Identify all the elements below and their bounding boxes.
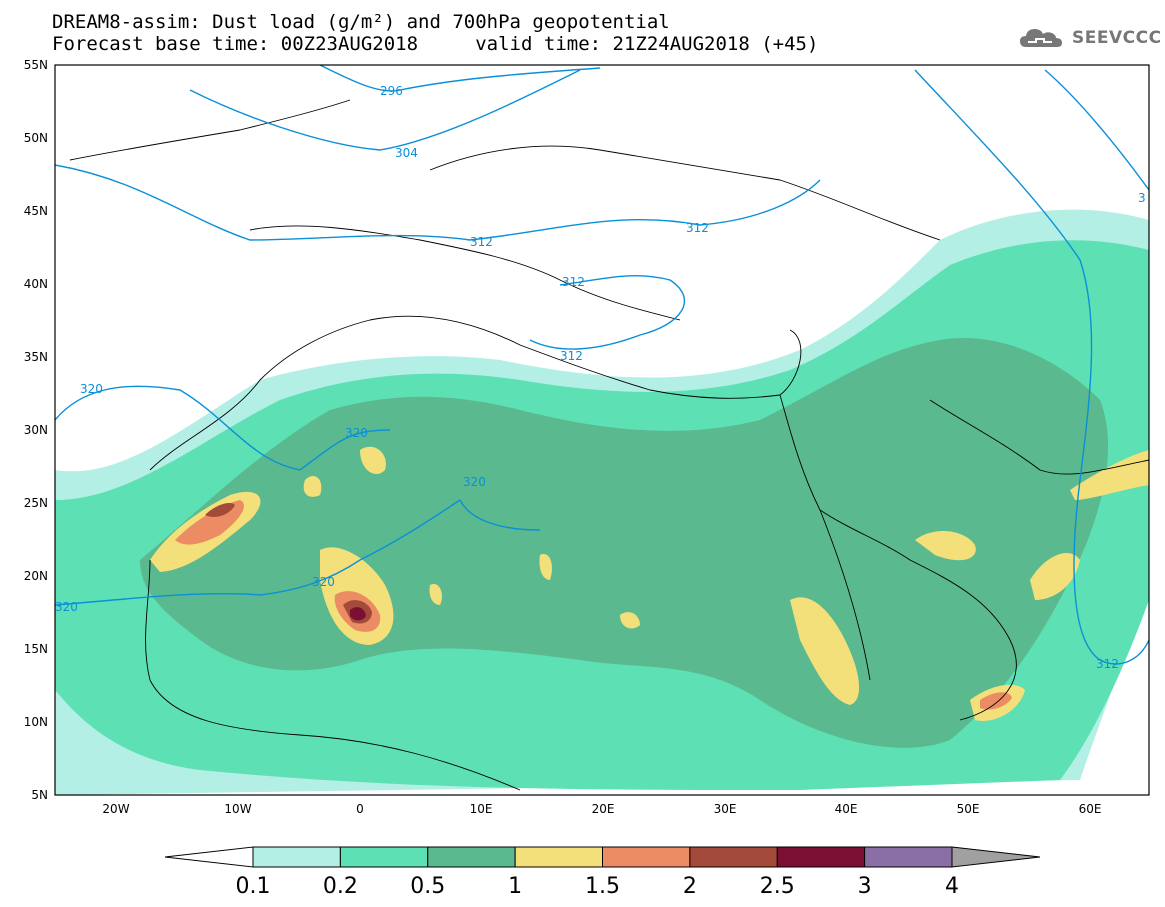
colorbar-swatch: [602, 846, 691, 868]
contour-label-312e: 312: [1096, 657, 1119, 671]
lon-label: 50E: [957, 802, 980, 816]
colorbar-label: 0.2: [323, 874, 358, 899]
colorbar-swatch: [514, 846, 603, 868]
colorbar-swatch: [864, 846, 953, 868]
lat-label: 50N: [24, 131, 48, 145]
colorbar-label: 4: [945, 874, 959, 899]
contour-label-320e: 320: [55, 600, 78, 614]
seevccc-logo: SEEVCCC: [1018, 25, 1162, 51]
contour-label-3: 3: [1138, 191, 1146, 205]
geopotential-contours: [55, 65, 1149, 665]
lon-axis: 20W 10W 0 10E 20E 30E 40E 50E 60E: [102, 802, 1101, 816]
contour-label-312d: 312: [560, 349, 583, 363]
contour-label-320a: 320: [80, 382, 103, 396]
lat-label: 35N: [24, 350, 48, 364]
lon-label: 0: [356, 802, 364, 816]
colorbar-label: 2.5: [760, 874, 795, 899]
colorbar: 0.1 0.2 0.5 1 1.5 2 2.5 3 4: [164, 846, 1041, 899]
lat-label: 25N: [24, 496, 48, 510]
colorbar-over-arrow: [951, 846, 1041, 868]
coastlines: [69, 99, 1149, 791]
lat-label: 15N: [24, 642, 48, 656]
colorbar-swatch: [427, 846, 516, 868]
lon-label: 10E: [470, 802, 493, 816]
colorbar-label: 1.5: [585, 874, 620, 899]
lat-label: 5N: [31, 788, 48, 802]
logo-text: SEEVCCC: [1072, 28, 1162, 48]
colorbar-label: 0.1: [236, 874, 271, 899]
dust-field: [55, 65, 1149, 795]
lat-label: 55N: [24, 58, 48, 72]
lon-label: 20W: [102, 802, 129, 816]
lon-label: 60E: [1079, 802, 1102, 816]
colorbar-label: 1: [508, 874, 522, 899]
colorbar-swatch: [689, 846, 778, 868]
colorbar-label: 0.5: [410, 874, 445, 899]
colorbar-label: 3: [858, 874, 872, 899]
contour-labels: 296 304 312 312 312 312 320 320 320 320 …: [55, 84, 1146, 671]
contour-label-312c: 312: [562, 275, 585, 289]
contour-label-312a: 312: [470, 235, 493, 249]
lat-label: 45N: [24, 204, 48, 218]
contour-label-304: 304: [395, 146, 418, 160]
lon-label: 20E: [592, 802, 615, 816]
lat-label: 30N: [24, 423, 48, 437]
lat-label: 40N: [24, 277, 48, 291]
lon-label: 10W: [224, 802, 251, 816]
colorbar-swatch: [339, 846, 429, 868]
lon-label: 40E: [835, 802, 858, 816]
cloud-icon: [1020, 29, 1062, 47]
contour-label-296: 296: [380, 84, 403, 98]
colorbar-label: 2: [683, 874, 697, 899]
lat-label: 20N: [24, 569, 48, 583]
colorbar-swatch: [776, 846, 866, 868]
colorbar-swatch: [252, 846, 341, 868]
map-frame: [54, 64, 1150, 796]
map-subtitle: Forecast base time: 00Z23AUG2018 valid t…: [52, 33, 819, 55]
colorbar-under-arrow: [164, 846, 254, 868]
contour-label-312b: 312: [686, 221, 709, 235]
lat-label: 10N: [24, 715, 48, 729]
map-title: DREAM8-assim: Dust load (g/m²) and 700hP…: [52, 11, 670, 33]
contour-label-320c: 320: [463, 475, 486, 489]
contour-label-320b: 320: [345, 426, 368, 440]
contour-label-320d: 320: [312, 575, 335, 589]
lon-label: 30E: [714, 802, 737, 816]
lat-axis: 55N 50N 45N 40N 35N 30N 25N 20N 15N 10N …: [24, 58, 48, 802]
